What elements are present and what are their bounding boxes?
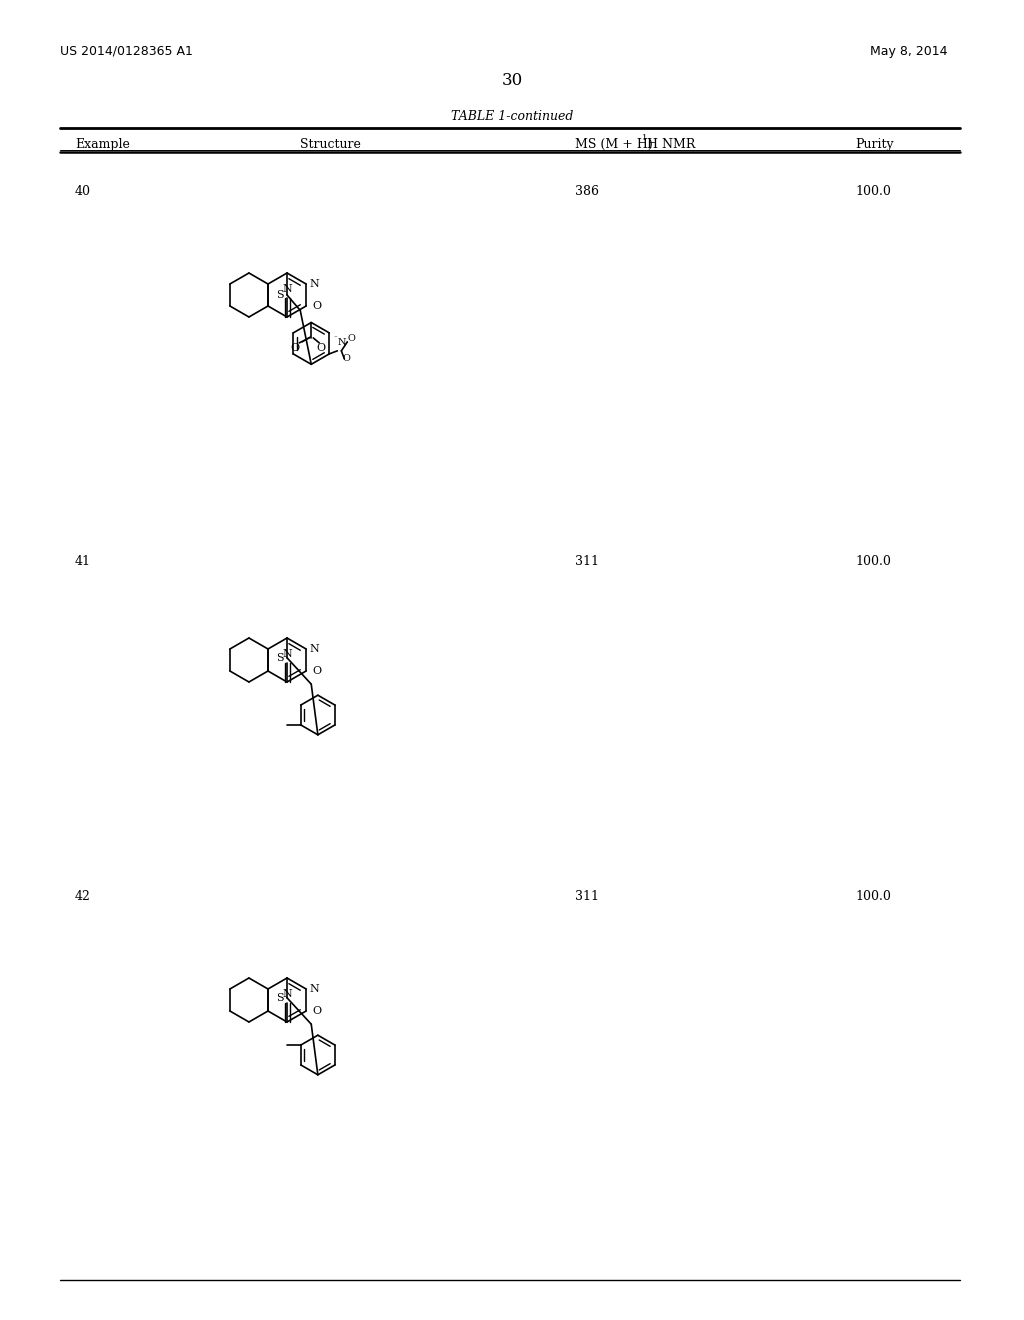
Text: Structure: Structure — [300, 139, 360, 150]
Text: 42: 42 — [75, 890, 91, 903]
Text: 100.0: 100.0 — [855, 185, 891, 198]
Text: 100.0: 100.0 — [855, 890, 891, 903]
Text: 311: 311 — [575, 890, 599, 903]
Text: 311: 311 — [575, 554, 599, 568]
Text: ⁻: ⁻ — [334, 335, 337, 343]
Text: US 2014/0128365 A1: US 2014/0128365 A1 — [60, 45, 193, 58]
Text: 40: 40 — [75, 185, 91, 198]
Text: 386: 386 — [575, 185, 599, 198]
Text: N: N — [309, 983, 318, 994]
Text: O: O — [290, 343, 299, 352]
Text: O: O — [312, 301, 322, 312]
Text: May 8, 2014: May 8, 2014 — [870, 45, 947, 58]
Text: O: O — [347, 334, 355, 343]
Text: N: N — [309, 644, 318, 653]
Text: S: S — [276, 993, 284, 1003]
Text: S: S — [276, 290, 284, 300]
Text: H NMR: H NMR — [647, 139, 695, 150]
Text: 41: 41 — [75, 554, 91, 568]
Text: MS (M + H): MS (M + H) — [575, 139, 656, 150]
Text: O: O — [316, 343, 326, 352]
Text: 1: 1 — [642, 135, 647, 143]
Text: O: O — [342, 354, 350, 363]
Text: N: N — [283, 649, 292, 659]
Text: N: N — [309, 279, 318, 289]
Text: O: O — [312, 667, 322, 676]
Text: Purity: Purity — [855, 139, 894, 150]
Text: O: O — [312, 1006, 322, 1016]
Text: 100.0: 100.0 — [855, 554, 891, 568]
Text: TABLE 1-continued: TABLE 1-continued — [451, 110, 573, 123]
Text: N: N — [283, 989, 292, 999]
Text: N: N — [337, 338, 346, 347]
Text: Example: Example — [75, 139, 130, 150]
Text: S: S — [276, 653, 284, 663]
Text: N: N — [283, 284, 292, 294]
Text: 30: 30 — [502, 73, 522, 88]
